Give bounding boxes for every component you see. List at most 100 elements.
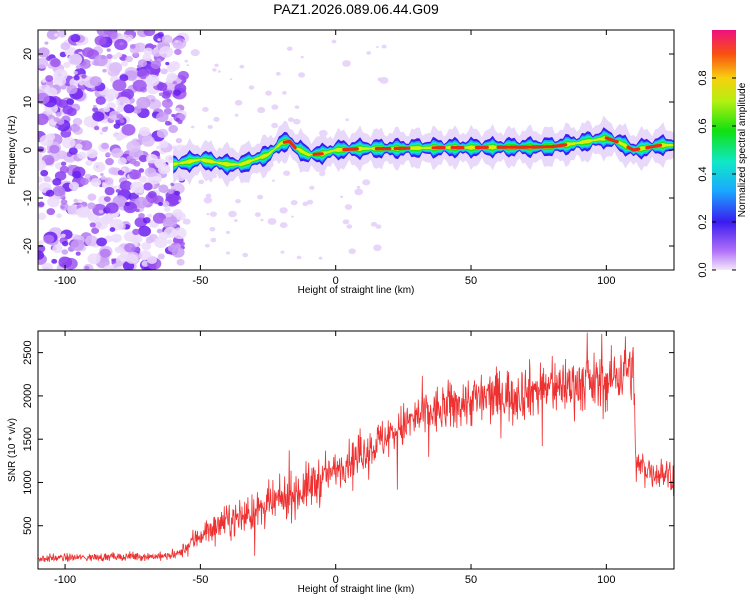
snr-y-tick-label: 1500 [22, 427, 34, 451]
noise-blob [105, 202, 118, 213]
noise-blob [138, 213, 145, 219]
ridge-peak-segment [344, 149, 358, 150]
noise-blob [265, 91, 272, 96]
noise-blob [46, 190, 54, 197]
noise-blob [52, 178, 61, 186]
noise-blob [348, 248, 355, 254]
noise-blob [99, 210, 104, 214]
noise-blob [62, 137, 76, 148]
noise-blob [61, 205, 65, 208]
noise-blob [103, 107, 110, 113]
noise-blob [69, 147, 78, 155]
noise-blob [94, 126, 99, 131]
noise-blob [62, 241, 69, 246]
noise-blob [35, 176, 43, 182]
noise-blob [354, 188, 363, 195]
noise-blob [85, 160, 92, 166]
noise-blob [94, 218, 108, 230]
noise-blob [53, 186, 66, 197]
noise-blob [235, 100, 243, 106]
noise-blob [71, 34, 81, 42]
noise-blob [214, 64, 218, 67]
noise-blob [46, 133, 55, 140]
noise-blob [287, 47, 293, 51]
noise-blob [208, 125, 213, 129]
noise-blob [175, 108, 180, 112]
noise-blob [132, 229, 140, 235]
colorbar-tick-label: 0.0 [697, 262, 709, 277]
noise-blob [205, 244, 210, 248]
noise-blob [126, 141, 140, 153]
noise-blob [271, 104, 278, 109]
noise-blob [53, 69, 67, 81]
noise-blob [102, 127, 108, 132]
noise-blob [146, 237, 154, 244]
noise-blob [120, 42, 124, 45]
noise-blob [68, 53, 82, 65]
spectrogram-y-tick-label: -20 [22, 238, 34, 254]
noise-blob [35, 114, 49, 126]
noise-blob [92, 111, 104, 121]
noise-blob [345, 118, 349, 121]
noise-blob [73, 199, 78, 203]
noise-blob [98, 166, 102, 170]
noise-blob [158, 202, 163, 206]
noise-blob [319, 257, 323, 260]
noise-blob [293, 119, 300, 125]
noise-blob [342, 60, 351, 67]
noise-blob [125, 56, 133, 62]
noise-blob [301, 56, 304, 58]
noise-blob [297, 256, 302, 260]
spectrogram-x-label: Height of straight line (km) [298, 285, 415, 296]
noise-blob [84, 266, 89, 270]
noise-blob [72, 124, 77, 128]
noise-blob [40, 170, 48, 177]
noise-blob [61, 162, 66, 166]
noise-blob [357, 186, 360, 189]
noise-blob [162, 99, 173, 108]
noise-blob [61, 199, 68, 205]
noise-blob [124, 104, 135, 113]
noise-blob [138, 226, 151, 237]
noise-blob [111, 258, 115, 261]
noise-blob [104, 196, 111, 202]
noise-blob [291, 216, 294, 218]
noise-blob [173, 209, 183, 217]
noise-blob [166, 76, 174, 83]
noise-blob [76, 207, 89, 218]
snr-y-tick-label: 2000 [22, 384, 34, 408]
noise-blob [113, 185, 117, 189]
noise-blob [282, 91, 287, 95]
noise-blob [124, 243, 135, 253]
noise-blob [90, 222, 96, 227]
noise-blob [191, 126, 194, 129]
noise-blob [162, 35, 173, 44]
noise-blob [94, 36, 106, 46]
noise-blob [346, 224, 352, 228]
noise-blob [72, 171, 81, 179]
noise-blob [343, 219, 350, 224]
noise-blob [110, 227, 116, 232]
noise-blob [127, 37, 133, 42]
noise-blob [113, 265, 117, 268]
noise-blob [116, 189, 121, 193]
noise-blob [249, 85, 255, 89]
noise-blob [100, 249, 111, 258]
noise-blob [43, 235, 54, 244]
noise-blob [50, 58, 61, 67]
noise-blob [147, 256, 157, 264]
noise-blob [121, 61, 128, 67]
snr-x-tick-label: -100 [54, 574, 76, 586]
noise-blob [88, 213, 95, 219]
noise-blob [143, 217, 151, 223]
noise-blob [87, 253, 100, 264]
noise-blob [210, 238, 216, 243]
noise-blob [165, 62, 169, 65]
snr-y-tick-label: 500 [22, 517, 34, 535]
noise-blob [93, 105, 97, 108]
noise-blob [239, 65, 244, 69]
figure-title: PAZ1.2026.089.06.44.G09 [273, 1, 439, 17]
